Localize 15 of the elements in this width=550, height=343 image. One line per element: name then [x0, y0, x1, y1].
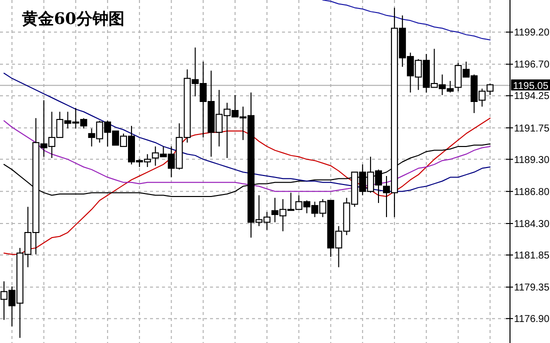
y-tick-label: 1196.70 — [514, 60, 550, 71]
y-tick-label: 1191.75 — [514, 123, 550, 134]
y-tick-label: 1181.85 — [514, 250, 550, 262]
y-tick-label: 1199.20 — [514, 28, 550, 39]
line-series — [3, 72, 491, 192]
ref-line-label: 1195.05 — [513, 80, 549, 92]
line-series — [3, 120, 491, 192]
y-tick-label: 1176.90 — [514, 314, 550, 326]
y-tick-label: 1179.35 — [514, 282, 550, 294]
y-tick-label: 1184.30 — [514, 219, 550, 230]
y-tick-label: 1194.25 — [514, 91, 550, 102]
y-tick-label: 1186.80 — [514, 186, 550, 198]
line-series — [322, 0, 491, 40]
y-tick-label: 1189.30 — [514, 154, 550, 166]
text: 黄金60分钟图 — [21, 9, 124, 28]
